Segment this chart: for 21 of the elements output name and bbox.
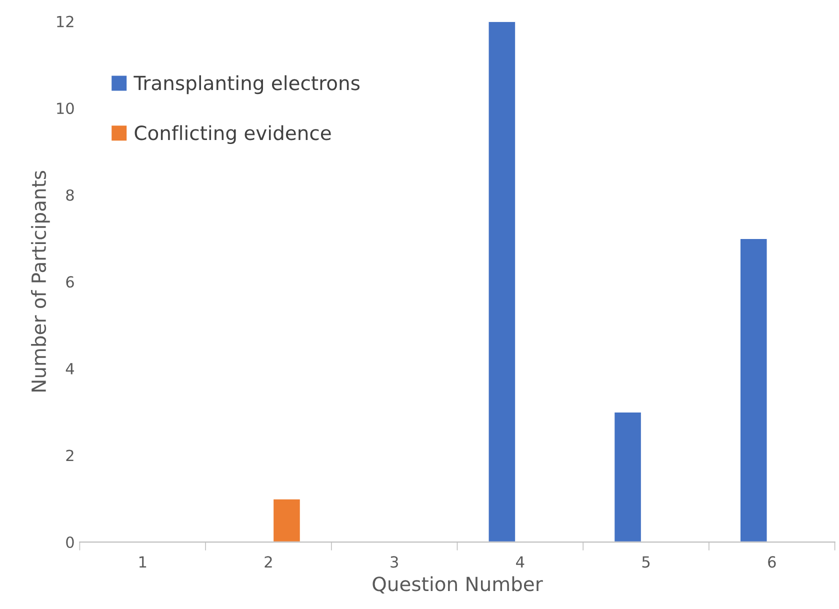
- x-tick-label: 5: [642, 556, 650, 568]
- x-tick-label: 6: [768, 556, 776, 568]
- bar: [613, 411, 642, 542]
- x-tick-label: 4: [516, 556, 524, 568]
- x-axis-title: Question Number: [372, 576, 543, 594]
- bar: [272, 498, 302, 542]
- x-tick-label: 3: [390, 556, 398, 568]
- legend-label: Conflicting evidence: [134, 125, 331, 144]
- y-tick-label: 8: [66, 189, 74, 201]
- y-tick-label: 6: [66, 276, 74, 288]
- y-tick-label: 2: [66, 450, 74, 462]
- y-tick-label: 12: [57, 16, 74, 28]
- bar: [739, 238, 768, 542]
- x-tick-label: 1: [139, 556, 146, 568]
- y-tick-label: 4: [66, 363, 74, 374]
- bar: [487, 21, 516, 542]
- legend-label: Transplanting electrons: [134, 75, 360, 94]
- x-tick-label: 2: [264, 556, 272, 568]
- y-axis-title: Number of Participants: [31, 170, 50, 392]
- y-tick-label: 10: [57, 102, 74, 114]
- y-tick-label: 0: [66, 536, 74, 548]
